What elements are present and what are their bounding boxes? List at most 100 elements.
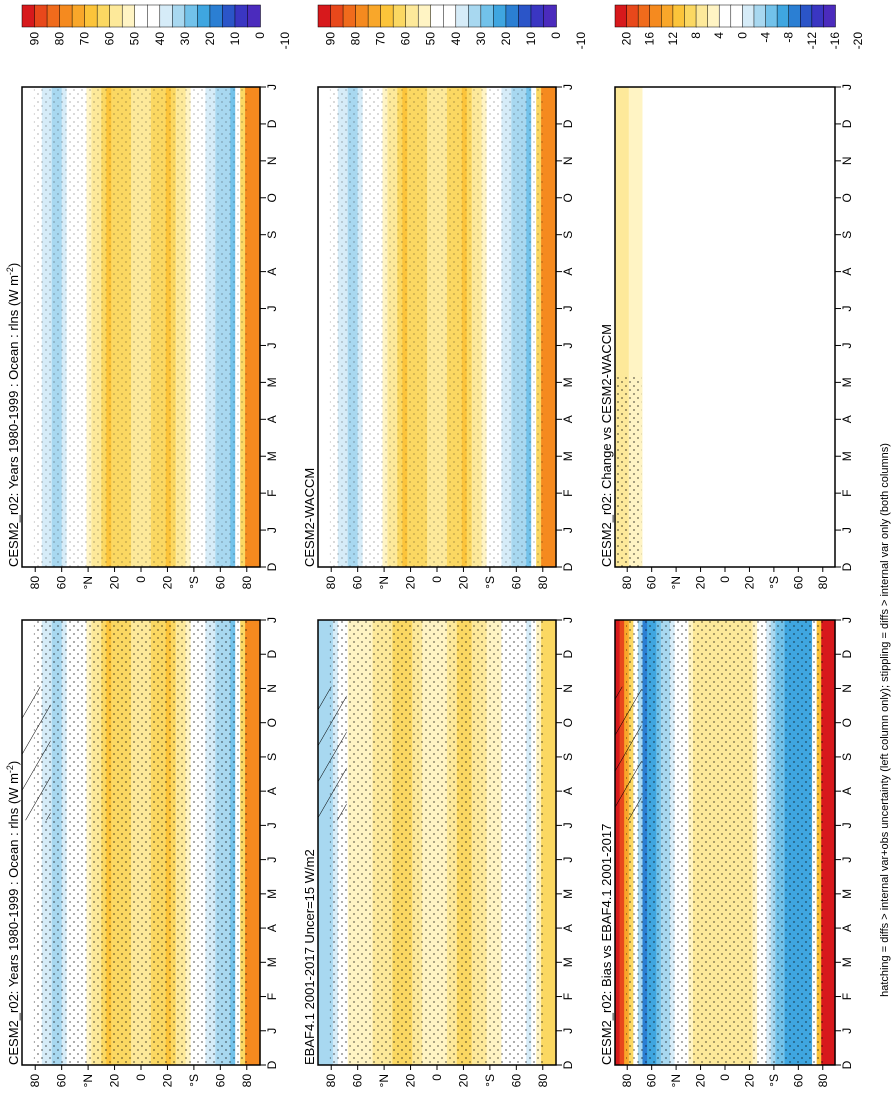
colorbar-label: 90 (28, 32, 42, 46)
heatmap-band (720, 87, 726, 567)
month-tick-label: D (840, 119, 854, 128)
heatmap-band (660, 87, 667, 567)
month-tick-label: J (840, 527, 854, 533)
heatmap-band (22, 620, 28, 1065)
heatmap-band (674, 87, 680, 567)
panel-right-top: D J F M A M J J A S O N D J 80 60 °N 20 0 20 °S 60 80 CESM2_r02… (5, 84, 279, 589)
lat-tick-label: °S (767, 576, 781, 589)
month-tick-label: O (840, 193, 854, 202)
colorbar-label: 70 (78, 32, 92, 46)
lat-tick-label: 60 (645, 1074, 659, 1088)
colorbar-swatch (518, 4, 532, 28)
month-tick-label: A (840, 787, 854, 795)
heatmap-band (752, 87, 758, 567)
heatmap-band (761, 87, 767, 567)
stipple-overlay (615, 375, 642, 567)
month-tick-label: J (840, 1028, 854, 1034)
heatmap-band (706, 87, 712, 567)
month-tick-label: J (840, 822, 854, 828)
heatmap-band (628, 87, 634, 567)
month-tick-label: A (265, 415, 279, 423)
colorbar-swatch (109, 4, 123, 28)
month-tick-label: M (265, 451, 279, 461)
panel-left-middle: D J F M A M J J A S O N D J 80 60 °N 20 0 20 °S 60 80 EBAF4.1 2… (302, 617, 575, 1087)
lat-tick-label: 20 (742, 1074, 756, 1088)
lat-tick-label: °N (669, 1074, 683, 1087)
colorbar-swatch (742, 4, 755, 28)
month-tick-label: A (840, 924, 854, 932)
lat-tick-label: 20 (456, 576, 470, 590)
colorbar-swatch (121, 4, 136, 28)
lat-tick-label: 60 (213, 576, 227, 590)
hatch-overlay (318, 686, 347, 821)
colorbar-label: 60 (399, 32, 413, 46)
lat-tick-label: 60 (55, 1074, 69, 1088)
colorbar-absolute-1: 90 80 70 60 50 40 30 20 10 0 -10 (317, 4, 588, 49)
heatmap-band (812, 87, 818, 567)
heatmap-band (711, 87, 717, 567)
month-tick-label: M (840, 889, 854, 899)
month-tick-label: J (265, 527, 279, 533)
heatmap-band (830, 620, 836, 1065)
colorbar-swatch (455, 4, 470, 28)
lat-tick-label: 20 (456, 1074, 470, 1088)
colorbar-label: -20 (851, 32, 865, 50)
month-tick-label: A (840, 268, 854, 276)
month-tick-label: J (561, 342, 575, 348)
lat-tick-label: 20 (108, 1074, 122, 1088)
lat-tick-label: °S (483, 1074, 497, 1087)
lat-tick-label: °S (767, 1074, 781, 1087)
colorbar-label: 90 (324, 32, 338, 46)
stipple-overlay (33, 620, 249, 1065)
lat-tick-label: 80 (240, 1074, 254, 1088)
colorbar-swatch (543, 4, 557, 28)
month-tick-label: J (265, 1028, 279, 1034)
month-tick-label: J (561, 306, 575, 312)
lat-tick-label: 60 (351, 576, 365, 590)
month-tick-label: N (840, 684, 854, 693)
heatmap-band (775, 87, 781, 567)
colorbar-label: 70 (374, 32, 388, 46)
heatmap-band (26, 620, 33, 1065)
colorbar-label: 10 (228, 32, 242, 46)
colorbar-swatch (234, 4, 249, 28)
heatmap-band (546, 87, 552, 567)
lat-tick-label: °N (81, 576, 95, 589)
colorbar-label: 60 (103, 32, 117, 46)
heatmap-band (789, 87, 795, 567)
lat-tick-label: 60 (351, 1074, 365, 1088)
heatmap-band (825, 87, 832, 567)
heatmap-band (683, 87, 689, 567)
stipple-overlay (626, 620, 824, 1065)
heatmap-band (802, 87, 809, 567)
month-tick-label: S (561, 231, 575, 239)
colorbar-swatch (342, 4, 357, 28)
colorbar-swatch (197, 4, 211, 28)
panel-left-bottom: D J F M A M J J A S O N D J 80 60 °N 20 0 20 °S 60 80 CESM2_r02… (599, 617, 854, 1087)
colorbar-swatch (730, 4, 744, 28)
colorbar-swatch (380, 4, 394, 28)
lat-tick-label: 80 (620, 1074, 634, 1088)
lat-tick-label: 20 (404, 1074, 418, 1088)
lat-tick-label: 80 (28, 1074, 42, 1088)
month-tick-label: J (561, 617, 575, 623)
heatmap-band (546, 620, 552, 1065)
lat-tick-label: 60 (791, 576, 805, 590)
lat-tick-label: 0 (718, 576, 732, 583)
lat-tick-label: 20 (160, 1074, 174, 1088)
colorbar-label: -4 (759, 32, 773, 43)
colorbar-label: 20 (499, 32, 513, 46)
lat-tick-label: °S (187, 576, 201, 589)
month-tick-label: N (561, 684, 575, 693)
colorbar-swatch (776, 4, 790, 28)
month-tick-label: D (840, 562, 854, 571)
heatmap-band (816, 87, 822, 567)
month-tick-label: N (561, 157, 575, 166)
month-tick-label: D (265, 119, 279, 128)
month-tick-label: J (265, 342, 279, 348)
month-tick-label: F (561, 489, 575, 496)
heatmap-band (770, 87, 777, 567)
month-tick-label: J (561, 1028, 575, 1034)
month-tick-label: O (561, 718, 575, 727)
heatmap-band (619, 620, 625, 1065)
